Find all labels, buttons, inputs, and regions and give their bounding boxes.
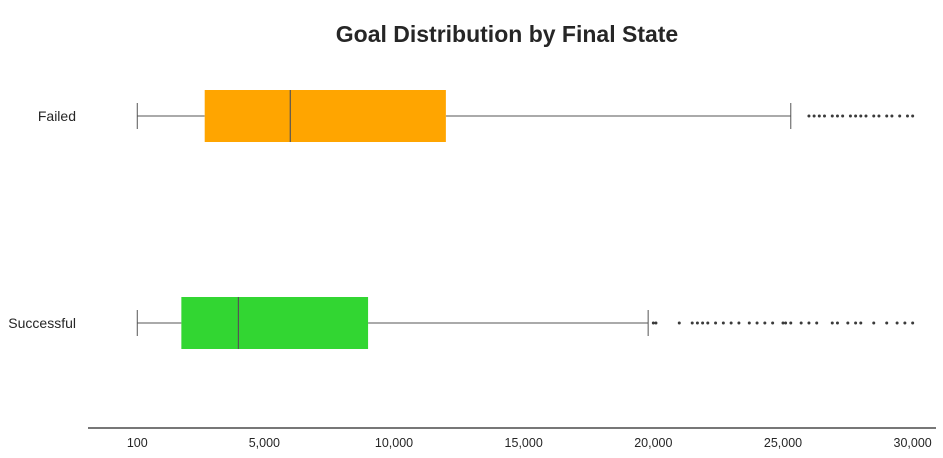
outlier-successful <box>807 321 811 325</box>
box-group-successful: Successful <box>8 297 915 349</box>
outlier-failed <box>822 114 826 118</box>
x-tick-label: 10,000 <box>375 436 413 450</box>
outlier-successful <box>651 321 655 325</box>
box-group-failed: Failed <box>38 90 915 142</box>
outlier-successful <box>815 321 819 325</box>
outlier-successful <box>721 321 725 325</box>
outlier-failed <box>848 114 852 118</box>
outlier-successful <box>747 321 751 325</box>
x-tick-label: 20,000 <box>634 436 672 450</box>
outlier-successful <box>706 321 710 325</box>
outlier-failed <box>877 114 881 118</box>
chart-title: Goal Distribution by Final State <box>336 21 678 47</box>
outlier-successful <box>763 321 767 325</box>
outlier-successful <box>690 321 694 325</box>
outlier-failed <box>817 114 821 118</box>
outlier-failed <box>830 114 834 118</box>
x-tick-label: 30,000 <box>894 436 932 450</box>
outlier-successful <box>714 321 718 325</box>
outlier-failed <box>905 114 909 118</box>
outlier-failed <box>841 114 845 118</box>
outlier-successful <box>654 321 658 325</box>
outlier-successful <box>677 321 681 325</box>
plot-area: Failed Successful <box>8 90 915 349</box>
outlier-successful <box>771 321 775 325</box>
box-successful <box>181 297 369 349</box>
outlier-successful <box>784 321 788 325</box>
category-label-successful: Successful <box>8 315 76 331</box>
outlier-failed <box>864 114 868 118</box>
outlier-successful <box>799 321 803 325</box>
x-axis-ticks: 100 5,000 10,000 15,000 20,000 25,000 30,000 <box>127 436 932 450</box>
outlier-successful <box>695 321 699 325</box>
outlier-successful <box>701 321 705 325</box>
outlier-failed <box>885 114 889 118</box>
outlier-failed <box>807 114 811 118</box>
outlier-successful <box>885 321 889 325</box>
outlier-successful <box>755 321 759 325</box>
outlier-successful <box>781 321 785 325</box>
outlier-successful <box>846 321 850 325</box>
outlier-successful <box>872 321 876 325</box>
outlier-failed <box>911 114 915 118</box>
box-failed <box>204 90 446 142</box>
outlier-successful <box>903 321 907 325</box>
category-label-failed: Failed <box>38 108 76 124</box>
outlier-failed <box>890 114 894 118</box>
outlier-successful <box>737 321 741 325</box>
x-tick-label: 100 <box>127 436 148 450</box>
outlier-successful <box>830 321 834 325</box>
outlier-failed <box>835 114 839 118</box>
outlier-failed <box>854 114 858 118</box>
outlier-failed <box>859 114 863 118</box>
x-tick-label: 15,000 <box>505 436 543 450</box>
outlier-successful <box>789 321 793 325</box>
outlier-successful <box>854 321 858 325</box>
outlier-successful <box>895 321 899 325</box>
outlier-failed <box>898 114 902 118</box>
outlier-successful <box>835 321 839 325</box>
outlier-successful <box>911 321 915 325</box>
x-tick-label: 5,000 <box>249 436 280 450</box>
outlier-successful <box>729 321 733 325</box>
outlier-successful <box>859 321 863 325</box>
outlier-failed <box>812 114 816 118</box>
x-tick-label: 25,000 <box>764 436 802 450</box>
outlier-failed <box>872 114 876 118</box>
